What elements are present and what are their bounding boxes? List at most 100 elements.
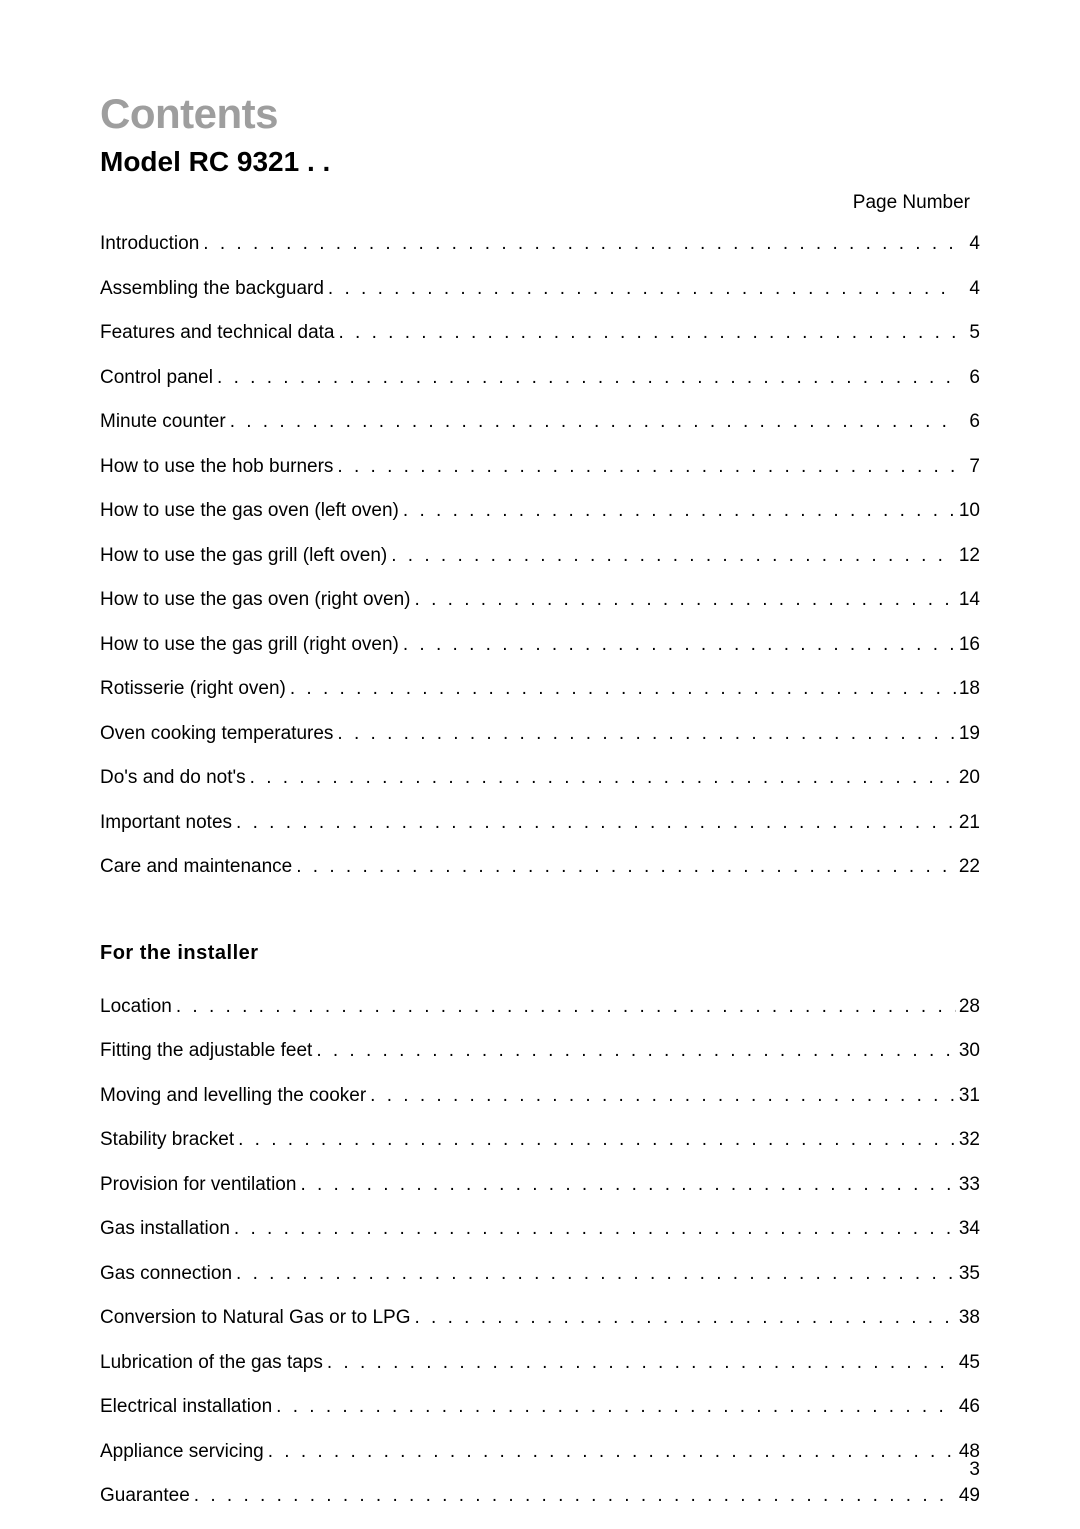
toc-label: Control panel [100,364,213,393]
page-number-header: Page Number [100,192,980,214]
toc-page: 4 [956,275,980,304]
toc-row: How to use the hob burners. . . . . . . … [100,453,980,482]
toc-row: Do's and do not's. . . . . . . . . . . .… [100,764,980,793]
toc-dots: . . . . . . . . . . . . . . . . . . . . … [226,408,956,437]
toc-label: Conversion to Natural Gas or to LPG [100,1304,410,1333]
toc-row: Appliance servicing. . . . . . . . . . .… [100,1438,980,1467]
toc-section: Introduction. . . . . . . . . . . . . . … [100,230,980,882]
toc-page: 28 [956,993,980,1022]
toc-page: 5 [956,319,980,348]
toc-page: 19 [956,720,980,749]
toc-row: Stability bracket. . . . . . . . . . . .… [100,1126,980,1155]
toc-label: Electrical installation [100,1393,272,1422]
toc-page: 35 [956,1260,980,1289]
toc-page: 4 [956,230,980,259]
toc-row: Gas installation. . . . . . . . . . . . … [100,1215,980,1244]
toc-label: Stability bracket [100,1126,234,1155]
toc-dots: . . . . . . . . . . . . . . . . . . . . … [333,720,956,749]
toc-row: Features and technical data. . . . . . .… [100,319,980,348]
contents-title: Contents [100,90,980,138]
toc-dots: . . . . . . . . . . . . . . . . . . . . … [387,542,956,571]
toc-label: How to use the gas oven (left oven) [100,497,399,526]
toc-dots: . . . . . . . . . . . . . . . . . . . . … [366,1082,956,1111]
toc-dots: . . . . . . . . . . . . . . . . . . . . … [246,764,956,793]
toc-dots: . . . . . . . . . . . . . . . . . . . . … [234,1126,956,1155]
toc-label: How to use the gas grill (left oven) [100,542,387,571]
toc-label: Rotisserie (right oven) [100,675,286,704]
toc-row: Introduction. . . . . . . . . . . . . . … [100,230,980,259]
toc-label: How to use the hob burners [100,453,333,482]
toc-row: Fitting the adjustable feet. . . . . . .… [100,1037,980,1066]
toc-dots: . . . . . . . . . . . . . . . . . . . . … [411,586,956,615]
toc-dots: . . . . . . . . . . . . . . . . . . . . … [230,1215,956,1244]
toc-dots: . . . . . . . . . . . . . . . . . . . . … [410,1304,956,1333]
toc-label: Gas connection [100,1260,232,1289]
toc-page: 12 [956,542,980,571]
toc-label: Moving and levelling the cooker [100,1082,366,1111]
toc-dots: . . . . . . . . . . . . . . . . . . . . … [190,1482,956,1511]
toc-row: Important notes. . . . . . . . . . . . .… [100,809,980,838]
toc-section: For the installerLocation. . . . . . . .… [100,942,980,1511]
toc-dots: . . . . . . . . . . . . . . . . . . . . … [199,230,956,259]
toc-dots: . . . . . . . . . . . . . . . . . . . . … [323,1349,956,1378]
toc-row: Minute counter. . . . . . . . . . . . . … [100,408,980,437]
toc-row: How to use the gas oven (left oven). . .… [100,497,980,526]
toc-page: 14 [956,586,980,615]
toc-label: How to use the gas oven (right oven) [100,586,411,615]
toc-label: How to use the gas grill (right oven) [100,631,399,660]
toc-dots: . . . . . . . . . . . . . . . . . . . . … [213,364,956,393]
section-heading: For the installer [100,942,980,965]
toc-page: 32 [956,1126,980,1155]
toc-dots: . . . . . . . . . . . . . . . . . . . . … [272,1393,956,1422]
toc-page: 30 [956,1037,980,1066]
toc-page: 10 [956,497,980,526]
toc-page: 49 [956,1482,980,1511]
toc-row: Guarantee. . . . . . . . . . . . . . . .… [100,1482,980,1511]
toc-page: 22 [956,853,980,882]
toc-row: How to use the gas grill (right oven). .… [100,631,980,660]
toc-dots: . . . . . . . . . . . . . . . . . . . . … [324,275,956,304]
toc-row: Conversion to Natural Gas or to LPG. . .… [100,1304,980,1333]
toc-row: Rotisserie (right oven). . . . . . . . .… [100,675,980,704]
toc-dots: . . . . . . . . . . . . . . . . . . . . … [312,1037,956,1066]
page-footer-number: 3 [969,1459,980,1481]
toc-row: Provision for ventilation. . . . . . . .… [100,1171,980,1200]
toc-page: 38 [956,1304,980,1333]
toc-row: Care and maintenance. . . . . . . . . . … [100,853,980,882]
toc-dots: . . . . . . . . . . . . . . . . . . . . … [335,319,957,348]
toc-label: Features and technical data [100,319,335,348]
toc-page: 18 [956,675,980,704]
toc-page: 21 [956,809,980,838]
toc-dots: . . . . . . . . . . . . . . . . . . . . … [333,453,956,482]
toc-page: 6 [956,364,980,393]
toc-label: Important notes [100,809,232,838]
toc-dots: . . . . . . . . . . . . . . . . . . . . … [399,631,956,660]
toc-page: 46 [956,1393,980,1422]
toc-label: Gas installation [100,1215,230,1244]
toc-row: Electrical installation. . . . . . . . .… [100,1393,980,1422]
toc-row: Gas connection. . . . . . . . . . . . . … [100,1260,980,1289]
toc-label: Care and maintenance [100,853,292,882]
toc-page: 7 [956,453,980,482]
toc-row: How to use the gas oven (right oven). . … [100,586,980,615]
toc-dots: . . . . . . . . . . . . . . . . . . . . … [264,1438,956,1467]
toc-row: How to use the gas grill (left oven). . … [100,542,980,571]
toc-container: Introduction. . . . . . . . . . . . . . … [100,230,980,1511]
toc-label: Appliance servicing [100,1438,264,1467]
toc-page: 45 [956,1349,980,1378]
toc-label: Assembling the backguard [100,275,324,304]
toc-dots: . . . . . . . . . . . . . . . . . . . . … [296,1171,956,1200]
toc-label: Location [100,993,172,1022]
toc-row: Oven cooking temperatures. . . . . . . .… [100,720,980,749]
toc-dots: . . . . . . . . . . . . . . . . . . . . … [399,497,956,526]
toc-dots: . . . . . . . . . . . . . . . . . . . . … [286,675,956,704]
toc-page: 20 [956,764,980,793]
toc-row: Control panel. . . . . . . . . . . . . .… [100,364,980,393]
toc-label: Provision for ventilation [100,1171,296,1200]
toc-page: 16 [956,631,980,660]
toc-label: Lubrication of the gas taps [100,1349,323,1378]
toc-label: Guarantee [100,1482,190,1511]
toc-dots: . . . . . . . . . . . . . . . . . . . . … [172,993,956,1022]
toc-row: Location. . . . . . . . . . . . . . . . … [100,993,980,1022]
toc-dots: . . . . . . . . . . . . . . . . . . . . … [232,809,956,838]
